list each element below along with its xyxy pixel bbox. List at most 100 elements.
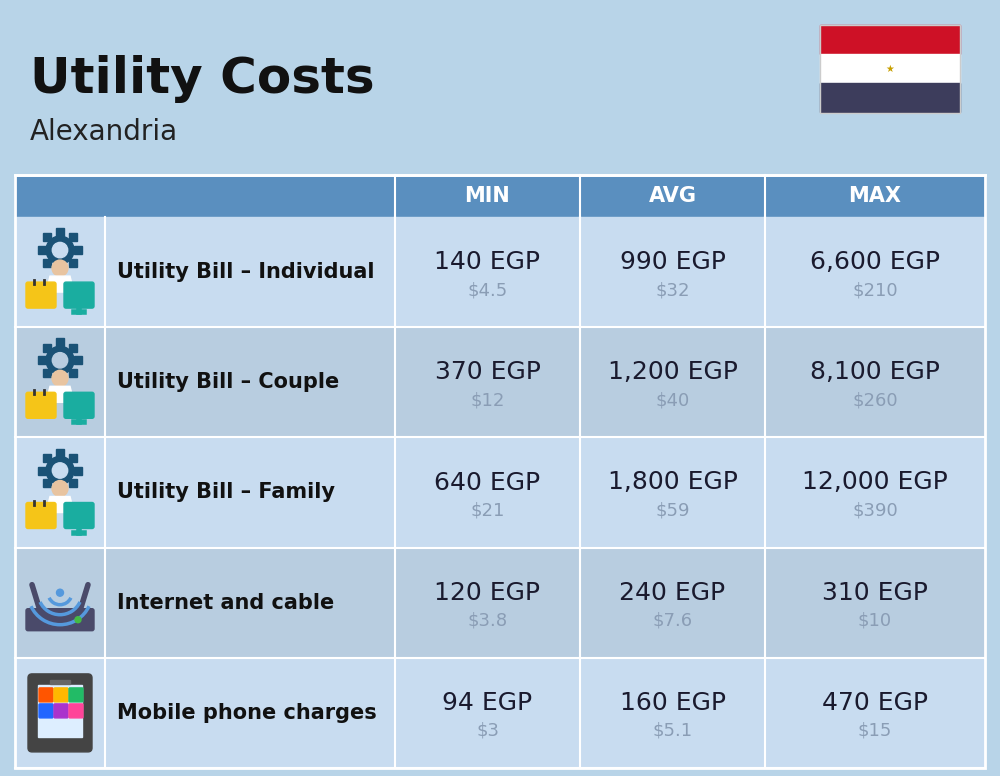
Bar	[15, 175, 985, 217]
Text: 990 EGP: 990 EGP	[620, 250, 725, 274]
Circle shape	[52, 370, 68, 386]
Bar	[74, 356, 82, 364]
Circle shape	[52, 480, 68, 497]
Text: ★: ★	[886, 64, 894, 74]
Bar	[43, 259, 51, 267]
Text: 640 EGP: 640 EGP	[434, 470, 541, 494]
Bar	[74, 246, 82, 254]
Text: 140 EGP: 140 EGP	[434, 250, 540, 274]
Text: $40: $40	[655, 391, 690, 409]
Bar	[15, 658, 985, 768]
Bar	[15, 438, 985, 548]
Text: Utility Bill – Couple: Utility Bill – Couple	[117, 372, 339, 393]
Bar	[820, 25, 960, 54]
Text: $21: $21	[470, 501, 505, 519]
Text: $260: $260	[852, 391, 898, 409]
Bar	[69, 234, 77, 241]
Text: 160 EGP: 160 EGP	[620, 691, 726, 715]
Bar	[43, 234, 51, 241]
Bar	[820, 83, 960, 112]
Text: $10: $10	[858, 611, 892, 629]
Circle shape	[52, 242, 68, 258]
Text: AVG: AVG	[648, 186, 696, 206]
Text: 370 EGP: 370 EGP	[435, 360, 540, 384]
Bar	[56, 374, 64, 383]
Bar	[74, 466, 82, 474]
Bar	[69, 344, 77, 352]
Circle shape	[52, 462, 68, 478]
FancyBboxPatch shape	[28, 674, 92, 752]
Circle shape	[46, 236, 74, 264]
FancyBboxPatch shape	[64, 503, 94, 528]
Circle shape	[46, 456, 74, 484]
Text: Utility Costs: Utility Costs	[30, 55, 375, 103]
FancyBboxPatch shape	[54, 704, 68, 718]
Text: 240 EGP: 240 EGP	[619, 580, 726, 605]
Bar	[43, 480, 51, 487]
Circle shape	[52, 352, 68, 368]
Text: $210: $210	[852, 281, 898, 299]
Bar	[69, 259, 77, 267]
Bar	[56, 264, 64, 272]
Text: $5.1: $5.1	[652, 722, 693, 740]
Circle shape	[75, 617, 81, 622]
Circle shape	[56, 589, 64, 596]
Text: 310 EGP: 310 EGP	[822, 580, 928, 605]
Bar	[43, 344, 51, 352]
Text: Alexandria: Alexandria	[30, 118, 178, 146]
Bar	[820, 25, 960, 113]
FancyBboxPatch shape	[39, 704, 53, 718]
Bar	[38, 246, 46, 254]
Bar	[15, 327, 985, 438]
Polygon shape	[46, 386, 74, 402]
Text: MIN: MIN	[465, 186, 510, 206]
Bar	[69, 480, 77, 487]
Bar	[38, 685, 82, 737]
Circle shape	[46, 346, 74, 374]
Text: $59: $59	[655, 501, 690, 519]
Bar	[38, 466, 46, 474]
FancyBboxPatch shape	[54, 688, 68, 702]
Text: 6,600 EGP: 6,600 EGP	[810, 250, 940, 274]
Bar	[43, 454, 51, 462]
Bar	[43, 369, 51, 377]
Bar	[69, 454, 77, 462]
Bar	[69, 369, 77, 377]
FancyBboxPatch shape	[26, 393, 56, 418]
Circle shape	[52, 260, 68, 276]
FancyBboxPatch shape	[64, 282, 94, 308]
Text: Internet and cable: Internet and cable	[117, 593, 334, 613]
Text: Mobile phone charges: Mobile phone charges	[117, 703, 377, 723]
FancyBboxPatch shape	[69, 704, 83, 718]
Text: 470 EGP: 470 EGP	[822, 691, 928, 715]
FancyBboxPatch shape	[26, 503, 56, 528]
Text: $3.8: $3.8	[467, 611, 508, 629]
Text: 1,800 EGP: 1,800 EGP	[608, 470, 737, 494]
Bar	[15, 217, 985, 327]
FancyBboxPatch shape	[64, 393, 94, 418]
Text: 120 EGP: 120 EGP	[434, 580, 540, 605]
Bar	[56, 449, 64, 456]
Bar	[15, 175, 985, 768]
FancyBboxPatch shape	[69, 688, 83, 702]
Text: 8,100 EGP: 8,100 EGP	[810, 360, 940, 384]
Text: Utility Bill – Family: Utility Bill – Family	[117, 483, 335, 503]
Text: $15: $15	[858, 722, 892, 740]
Text: $12: $12	[470, 391, 505, 409]
Text: MAX: MAX	[848, 186, 902, 206]
FancyBboxPatch shape	[26, 608, 94, 631]
Bar	[50, 680, 70, 684]
Text: 1,200 EGP: 1,200 EGP	[608, 360, 737, 384]
Bar	[56, 228, 64, 236]
Bar	[15, 548, 985, 658]
Text: $3: $3	[476, 722, 499, 740]
Polygon shape	[46, 497, 74, 512]
Bar	[820, 54, 960, 83]
Text: $390: $390	[852, 501, 898, 519]
Text: $7.6: $7.6	[652, 611, 693, 629]
Polygon shape	[46, 276, 74, 292]
Text: 94 EGP: 94 EGP	[442, 691, 533, 715]
FancyBboxPatch shape	[26, 282, 56, 308]
Text: Utility Bill – Individual: Utility Bill – Individual	[117, 262, 374, 282]
Text: 12,000 EGP: 12,000 EGP	[802, 470, 948, 494]
